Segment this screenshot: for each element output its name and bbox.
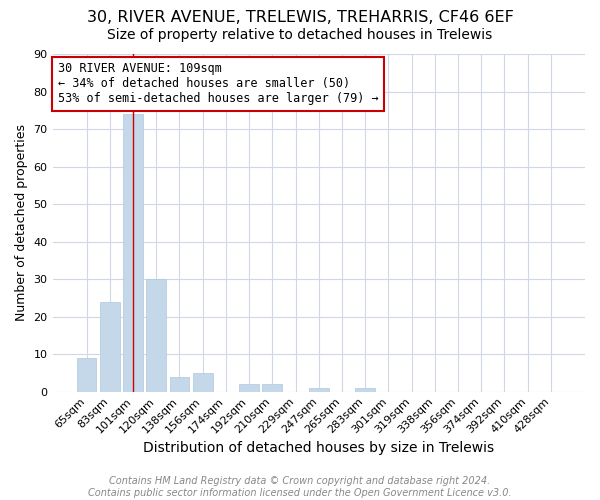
X-axis label: Distribution of detached houses by size in Trelewis: Distribution of detached houses by size … xyxy=(143,441,494,455)
Y-axis label: Number of detached properties: Number of detached properties xyxy=(15,124,28,322)
Bar xyxy=(193,373,212,392)
Bar xyxy=(355,388,375,392)
Bar xyxy=(123,114,143,392)
Text: 30 RIVER AVENUE: 109sqm
← 34% of detached houses are smaller (50)
53% of semi-de: 30 RIVER AVENUE: 109sqm ← 34% of detache… xyxy=(58,62,379,106)
Text: Contains HM Land Registry data © Crown copyright and database right 2024.
Contai: Contains HM Land Registry data © Crown c… xyxy=(88,476,512,498)
Text: 30, RIVER AVENUE, TRELEWIS, TREHARRIS, CF46 6EF: 30, RIVER AVENUE, TRELEWIS, TREHARRIS, C… xyxy=(86,10,514,25)
Bar xyxy=(100,302,119,392)
Bar xyxy=(170,376,190,392)
Bar xyxy=(309,388,329,392)
Text: Size of property relative to detached houses in Trelewis: Size of property relative to detached ho… xyxy=(107,28,493,42)
Bar xyxy=(262,384,282,392)
Bar xyxy=(146,279,166,392)
Bar xyxy=(239,384,259,392)
Bar xyxy=(77,358,97,392)
